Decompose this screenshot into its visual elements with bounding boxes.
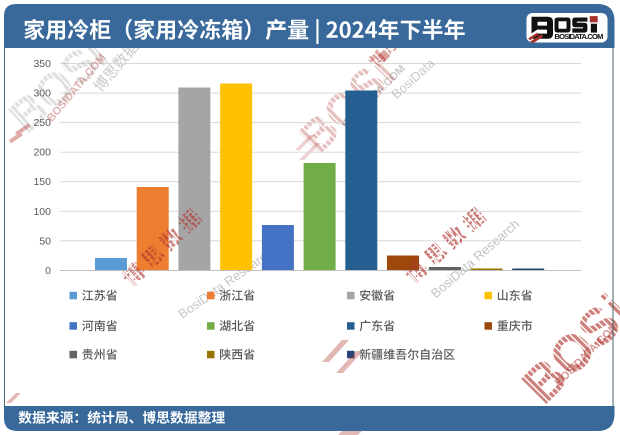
- svg-text:250: 250: [33, 117, 51, 129]
- svg-text:50: 50: [39, 235, 51, 247]
- svg-text:BOSIDATA.COM: BOSIDATA.COM: [555, 32, 604, 41]
- svg-text:100: 100: [33, 206, 51, 218]
- svg-text:150: 150: [33, 176, 51, 188]
- svg-text:350: 350: [33, 58, 51, 70]
- svg-text:200: 200: [33, 147, 51, 159]
- svg-text:300: 300: [33, 88, 51, 100]
- svg-text:0: 0: [45, 265, 51, 277]
